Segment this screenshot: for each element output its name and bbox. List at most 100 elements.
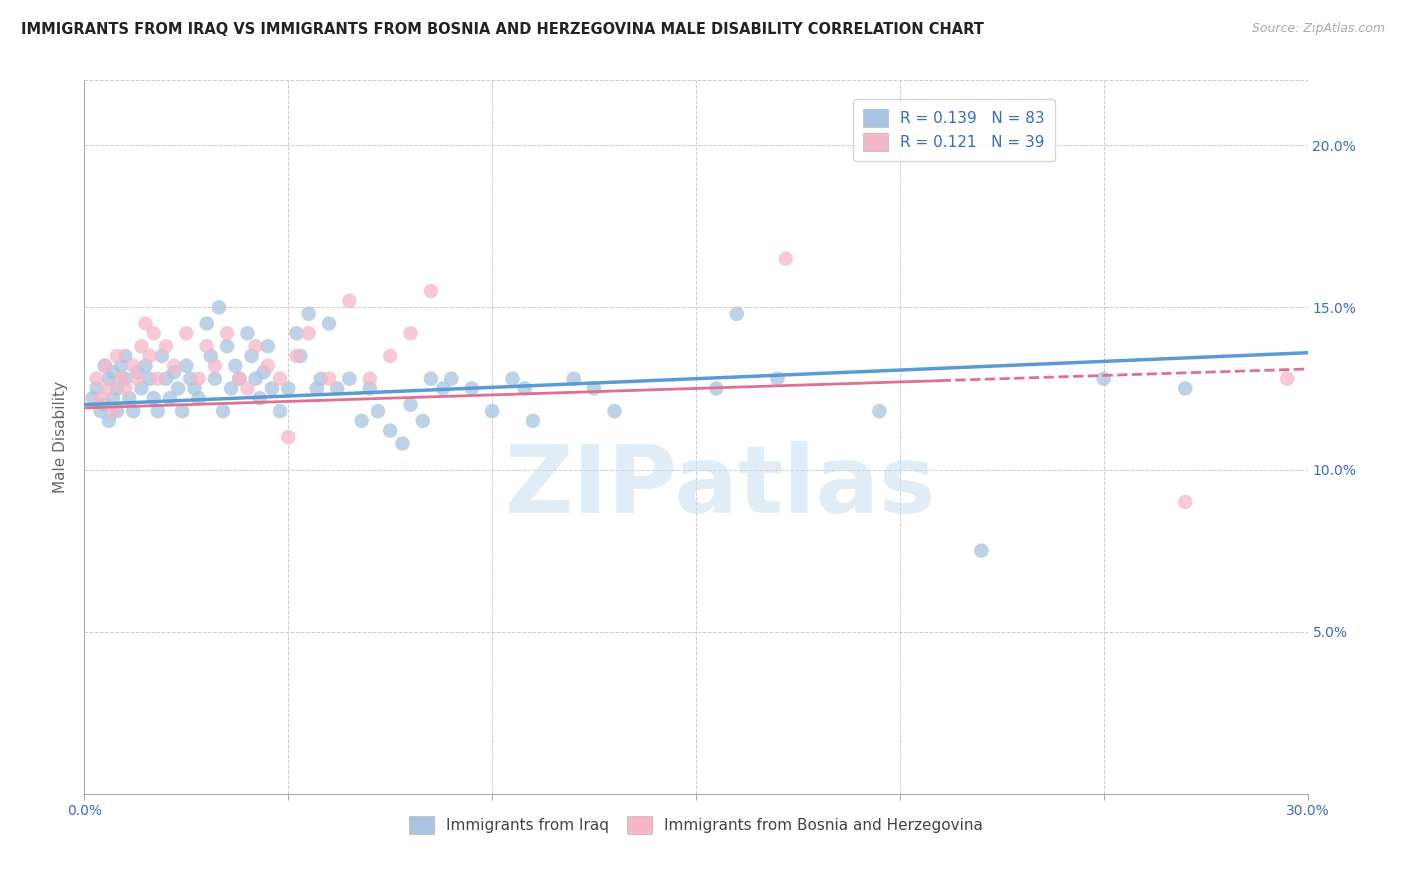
Point [110,359,132,373]
Point [127,365,149,379]
Point [217,326,239,341]
Point [1277,372,1299,386]
Point [114,381,136,395]
Point [110,372,132,386]
Point [131,339,153,353]
Point [114,372,136,386]
Point [775,252,797,266]
Point [285,349,308,363]
Point [179,372,201,386]
Point [159,391,181,405]
Point [228,372,250,386]
Point [90,404,112,418]
Point [869,404,891,418]
Text: IMMIGRANTS FROM IRAQ VS IMMIGRANTS FROM BOSNIA AND HERZEGOVINA MALE DISABILITY C: IMMIGRANTS FROM IRAQ VS IMMIGRANTS FROM … [21,22,984,37]
Point [603,404,626,418]
Point [269,372,291,386]
Point [174,326,197,341]
Point [224,359,246,373]
Point [391,436,413,450]
Point [200,349,222,363]
Point [399,326,422,341]
Point [502,372,524,386]
Point [155,372,177,386]
Point [97,372,120,386]
Point [257,359,280,373]
Point [326,381,349,395]
Point [269,404,291,418]
Point [122,359,145,373]
Point [1092,372,1115,386]
Point [142,326,165,341]
Point [298,326,321,341]
Point [93,359,115,373]
Legend: Immigrants from Iraq, Immigrants from Bosnia and Herzegovina: Immigrants from Iraq, Immigrants from Bo… [404,810,988,839]
Point [583,381,606,395]
Point [245,339,267,353]
Point [187,372,209,386]
Point [412,414,434,428]
Point [298,307,321,321]
Point [86,372,108,386]
Point [135,359,157,373]
Point [97,381,120,395]
Point [1174,495,1197,509]
Point [118,391,141,405]
Point [187,391,209,405]
Point [105,381,128,395]
Point [204,359,226,373]
Point [522,414,544,428]
Point [138,349,160,363]
Point [122,404,145,418]
Point [142,391,165,405]
Point [82,391,104,405]
Point [339,293,361,308]
Point [257,339,280,353]
Point [399,398,422,412]
Point [253,365,276,379]
Point [146,404,169,418]
Point [432,381,454,395]
Point [172,404,194,418]
Point [228,372,250,386]
Point [420,284,443,298]
Point [150,349,173,363]
Y-axis label: Male Disability: Male Disability [53,381,69,493]
Point [174,359,197,373]
Point [1174,381,1197,395]
Point [217,339,239,353]
Point [513,381,536,395]
Point [204,372,226,386]
Point [380,424,402,438]
Point [318,317,340,331]
Point [236,326,259,341]
Point [219,381,242,395]
Point [101,365,124,379]
Point [260,381,283,395]
Text: Source: ZipAtlas.com: Source: ZipAtlas.com [1251,22,1385,36]
Point [350,414,373,428]
Point [277,430,299,444]
Point [277,381,299,395]
Point [208,301,231,315]
Point [163,365,186,379]
Point [93,359,115,373]
Point [195,339,218,353]
Text: ZIPatlas: ZIPatlas [505,441,936,533]
Point [725,307,748,321]
Point [131,381,153,395]
Point [97,414,120,428]
Point [461,381,484,395]
Point [367,404,389,418]
Point [420,372,443,386]
Point [766,372,789,386]
Point [114,349,136,363]
Point [285,326,308,341]
Point [359,381,381,395]
Point [195,317,218,331]
Point [101,404,124,418]
Point [309,372,332,386]
Point [105,349,128,363]
Point [240,349,263,363]
Point [146,372,169,386]
